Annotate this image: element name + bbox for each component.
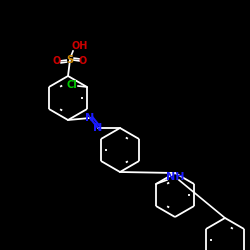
Text: OH: OH <box>72 41 88 51</box>
Text: O: O <box>79 56 87 66</box>
Text: O: O <box>53 56 61 66</box>
Text: NH: NH <box>166 172 184 182</box>
Text: Cl: Cl <box>67 80 78 90</box>
Text: S: S <box>66 55 73 65</box>
Text: N: N <box>94 123 103 133</box>
Text: N: N <box>86 113 94 123</box>
